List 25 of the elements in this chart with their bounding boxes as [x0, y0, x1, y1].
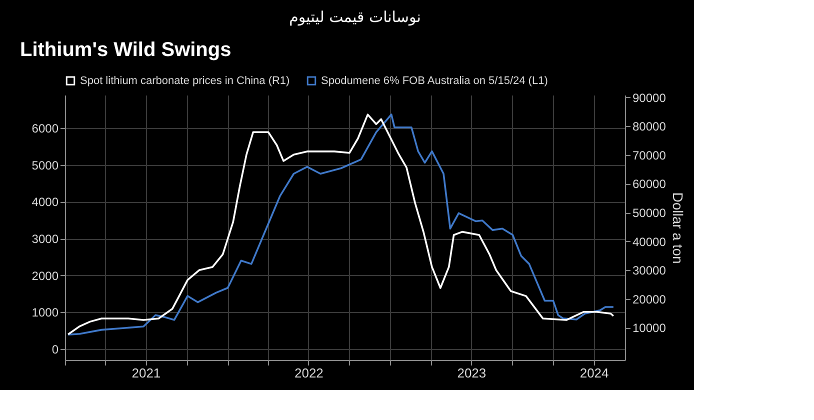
x-tick-label: 2023 [457, 366, 486, 380]
y2-axis-title: Dollar a ton [670, 192, 686, 264]
x-tick-label: 2022 [294, 366, 324, 380]
y-tick-label: 2000 [32, 268, 59, 283]
x-tick-label: 2021 [132, 366, 161, 380]
y2-tick-label: 20000 [632, 292, 666, 306]
y2-tick-label: 80000 [632, 120, 666, 134]
y-tick-label: 0 [52, 342, 59, 356]
y-tick-label: 4000 [32, 195, 59, 210]
y2-tick-label: 50000 [632, 206, 666, 220]
y2-tick-label: 30000 [632, 264, 666, 278]
y2-tick-label: 90000 [632, 90, 666, 105]
y-tick-label: 3000 [32, 232, 59, 246]
y-tick-label: 1000 [32, 306, 59, 320]
legend-label: Spodumene 6% FOB Australia on 5/15/24 (L1) [321, 74, 548, 87]
y2-tick-label: 60000 [632, 177, 666, 192]
y-tick-label: 5000 [32, 158, 59, 172]
legend-label: Spot lithium carbonate prices in China (R1) [80, 74, 290, 87]
x-tick-label: 2024 [580, 366, 609, 380]
y2-tick-label: 40000 [632, 234, 666, 249]
y2-tick-label: 10000 [632, 321, 666, 336]
y-tick-label: 6000 [32, 122, 59, 136]
chart-title: Lithium's Wild Swings [20, 39, 232, 61]
y2-tick-label: 70000 [632, 148, 666, 162]
text: نوسانات قیمت لیتیوم [289, 8, 421, 26]
